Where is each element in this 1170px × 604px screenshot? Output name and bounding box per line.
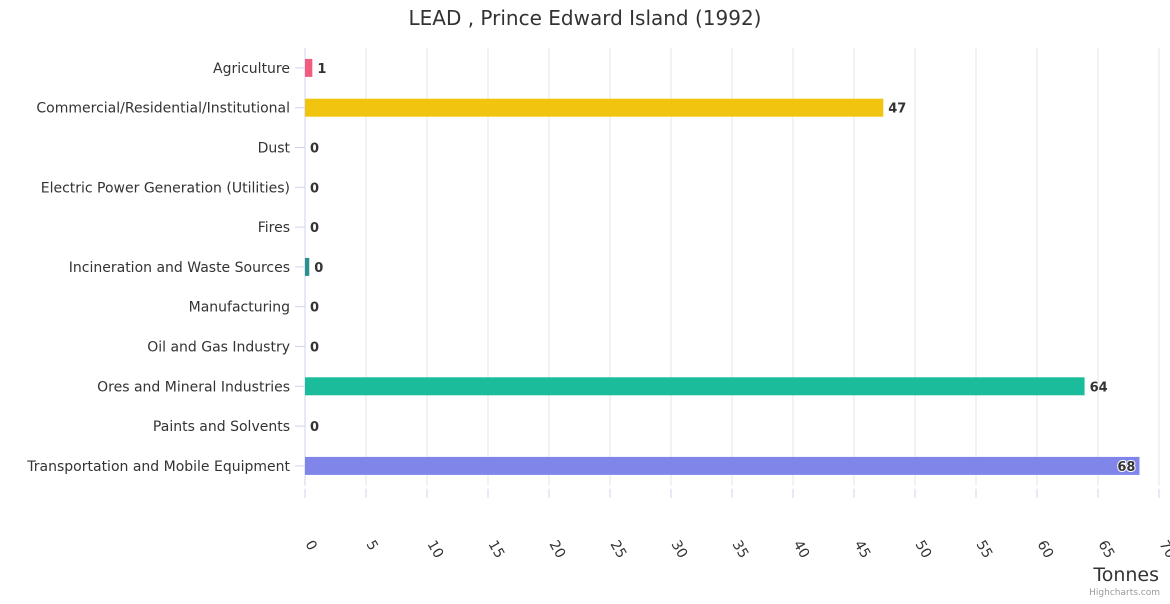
category-label: Paints and Solvents [153, 419, 290, 435]
bar[interactable] [305, 257, 310, 276]
category-label: Ores and Mineral Industries [97, 379, 290, 395]
data-label: 0 [310, 181, 319, 196]
data-label: 0 [310, 341, 319, 356]
grid-lines [295, 48, 1160, 486]
data-labels: 1 47 0 0 0 0 0 0 64 0 68 [310, 62, 1136, 476]
tick-label: 10 [424, 538, 447, 561]
data-label: 64 [1090, 380, 1108, 395]
category-label: Electric Power Generation (Utilities) [41, 180, 290, 196]
tick-label: 40 [790, 538, 813, 561]
data-label: 47 [888, 102, 906, 117]
category-label: Incineration and Waste Sources [69, 260, 290, 276]
credits-link[interactable]: Highcharts.com [1089, 588, 1160, 598]
tick-label: 35 [729, 538, 752, 561]
tick-label: 45 [851, 538, 874, 561]
bars [305, 58, 1140, 475]
bar[interactable] [305, 377, 1085, 396]
bar[interactable] [305, 98, 884, 117]
category-label: Transportation and Mobile Equipment [26, 459, 290, 475]
category-label: Agriculture [213, 61, 290, 77]
bar[interactable] [305, 58, 313, 77]
chart-title: LEAD , Prince Edward Island (1992) [409, 6, 762, 30]
tick-label: 25 [607, 538, 630, 561]
data-label: 1 [317, 62, 326, 77]
tick-label: 55 [973, 538, 996, 561]
data-label: 0 [310, 221, 319, 236]
tick-label: 65 [1095, 538, 1118, 561]
tick-label: 15 [485, 538, 508, 561]
category-label: Oil and Gas Industry [147, 340, 290, 356]
data-label: 68 [1117, 460, 1135, 475]
value-axis-title: Tonnes [1092, 564, 1159, 586]
tick-labels: 0 5 10 15 20 25 30 35 40 45 50 55 60 65 70 [302, 488, 1170, 561]
data-label: 0 [310, 420, 319, 435]
data-label: 0 [314, 261, 323, 276]
tick-label: 30 [668, 538, 691, 561]
category-label: Fires [258, 220, 290, 236]
data-label: 0 [310, 301, 319, 316]
bar[interactable] [305, 456, 1140, 475]
data-label: 0 [310, 142, 319, 157]
tick-label: 60 [1034, 538, 1057, 561]
category-label: Manufacturing [189, 300, 290, 316]
category-labels: Agriculture Commercial/Residential/Instit… [26, 61, 290, 475]
category-label: Dust [258, 141, 291, 157]
tick-label: 50 [912, 538, 935, 561]
category-label: Commercial/Residential/Institutional [36, 101, 290, 117]
tick-label: 20 [546, 538, 569, 561]
